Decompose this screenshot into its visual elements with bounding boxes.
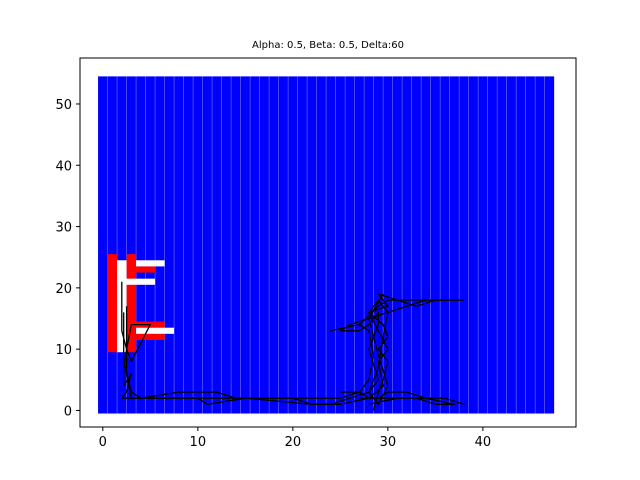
x-tick-label: 20 [285,435,302,450]
visited-cell [136,327,175,334]
obstacle-cell [136,266,156,273]
y-tick-label: 30 [55,221,72,236]
visited-cell [117,278,156,285]
y-tick-label: 20 [55,282,72,297]
x-axis: 0 10 20 30 40 [99,427,491,450]
trajectory-line [368,293,389,411]
heatmap-cells [98,76,555,414]
y-tick-label: 0 [64,404,72,419]
y-tick-label: 40 [55,159,72,174]
trajectory-lines [121,281,465,411]
x-tick-label: 0 [99,435,107,450]
y-tick-label: 50 [55,98,72,113]
obstacle-cell [107,254,118,353]
trajectory-line [123,293,455,405]
trajectory-line [359,397,456,405]
x-tick-label: 40 [475,435,492,450]
axes-frame [79,57,577,428]
x-tick-label: 30 [380,435,397,450]
x-tick-label: 10 [190,435,207,450]
y-tick-label: 10 [55,343,72,358]
obstacle-cell [126,254,137,353]
chart-title: Alpha: 0.5, Beta: 0.5, Delta:60 [252,40,404,51]
obstacle-cell [136,333,165,340]
y-axis: 0 10 20 30 40 50 [55,98,80,419]
visited-cell [136,260,165,267]
